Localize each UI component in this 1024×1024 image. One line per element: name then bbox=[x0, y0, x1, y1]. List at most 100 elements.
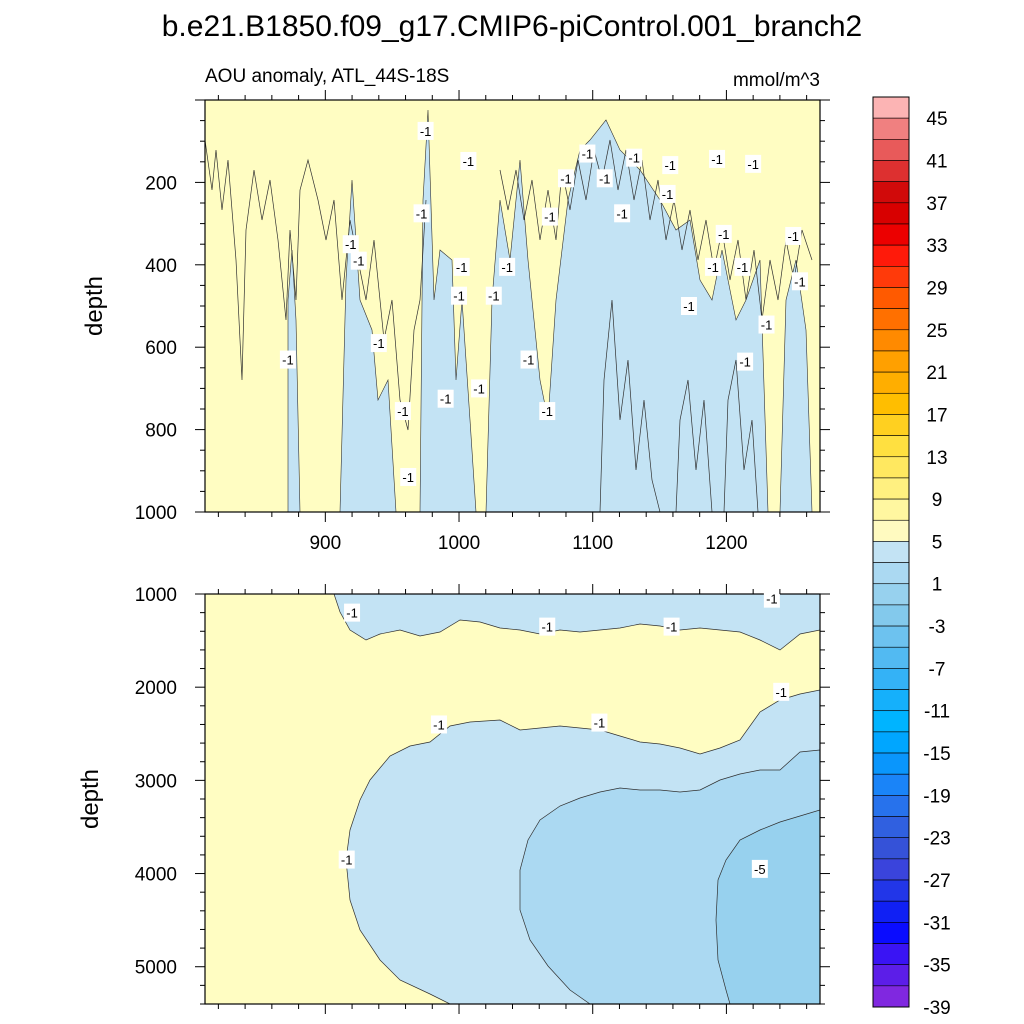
colorbar-swatch bbox=[872, 710, 910, 733]
colorbar-swatch bbox=[872, 117, 910, 140]
contour-label-box bbox=[539, 617, 556, 636]
contour-label-text: -1 bbox=[707, 260, 719, 275]
colorbar-swatch bbox=[872, 371, 910, 394]
contour-label: -1 bbox=[350, 251, 367, 270]
colorbar-swatch bbox=[872, 795, 910, 817]
colorbar-label: -11 bbox=[924, 702, 950, 723]
colorbar-swatch bbox=[872, 392, 910, 415]
chart-title: b.e21.B1850.f09_g17.CMIP6-piControl.001_… bbox=[162, 10, 863, 43]
contour-label-text: -1 bbox=[628, 151, 640, 166]
contour-label-text: -1 bbox=[416, 206, 428, 221]
colorbar: 45 41 37 33 29 25 21 17 13 9 5 1 -3 -7 -11 -15 -19 -23 -27… bbox=[872, 96, 951, 1019]
colorbar-label: -35 bbox=[923, 956, 950, 977]
contour-label: -1 bbox=[773, 682, 790, 701]
colorbar-swatch bbox=[872, 477, 910, 500]
colorbar-label: 37 bbox=[926, 194, 947, 215]
contour-label-box bbox=[485, 286, 502, 305]
contour-label-text: -1 bbox=[453, 289, 465, 304]
contour-label: -1 bbox=[709, 149, 726, 168]
contour-label-box bbox=[453, 257, 470, 276]
colorbar-swatch bbox=[872, 625, 910, 648]
contour-label: -1 bbox=[430, 715, 447, 734]
contour-label-text: -1 bbox=[402, 470, 414, 485]
contour-label: -1 bbox=[417, 121, 434, 140]
contour-label-box bbox=[758, 315, 775, 334]
contour-label: -1 bbox=[370, 334, 387, 353]
contour-label-box bbox=[626, 148, 643, 167]
contour-label: -1 bbox=[471, 379, 488, 398]
x-tick-label: 1100 bbox=[572, 533, 613, 554]
contour-label-text: -1 bbox=[473, 381, 485, 396]
colorbar-swatch bbox=[872, 858, 910, 881]
contour-label-text: -1 bbox=[664, 158, 676, 173]
contour-label-box bbox=[663, 617, 680, 636]
contour-label-box bbox=[539, 402, 556, 421]
upper-negative-region bbox=[287, 109, 813, 512]
contour-label-text: -1 bbox=[711, 152, 723, 167]
contour-label-box bbox=[709, 149, 726, 168]
contour-label: -1 bbox=[539, 617, 556, 636]
y-tick-label: 4000 bbox=[135, 865, 177, 886]
colorbar-label: 9 bbox=[932, 490, 943, 511]
colorbar-swatch bbox=[872, 96, 910, 119]
contour-label-box bbox=[737, 352, 754, 371]
upper-plot-panel: -1-1 -1 -1 -1 -1 -1-1 -1-1-1-1-1-1 -1-1-1 -1 -1 -1… bbox=[81, 90, 830, 554]
colorbar-swatch bbox=[872, 668, 910, 690]
upper-y-axis-title: depth bbox=[81, 276, 108, 336]
contour-label-text: -1 bbox=[523, 353, 535, 368]
x-tick-label: 1200 bbox=[705, 533, 747, 554]
contour-label-text: -1 bbox=[582, 147, 594, 162]
colorbar-swatch bbox=[872, 456, 910, 479]
colorbar-label: 33 bbox=[926, 236, 947, 257]
contour-label: -1 bbox=[557, 169, 574, 188]
contour-label-box bbox=[451, 286, 468, 305]
contour-label: -1 bbox=[596, 169, 613, 188]
colorbar-label: 17 bbox=[926, 405, 947, 426]
contour-label-box bbox=[614, 204, 631, 223]
contour-label-box bbox=[413, 204, 430, 223]
colorbar-swatch bbox=[872, 583, 910, 606]
contour-label-box bbox=[659, 184, 676, 203]
contour-label: -1 bbox=[413, 204, 430, 223]
contour-label-text: -1 bbox=[488, 289, 500, 304]
y-tick-label: 2000 bbox=[135, 678, 177, 699]
contour-label-box bbox=[499, 257, 516, 276]
contour-label: -1 bbox=[785, 226, 802, 245]
colorbar-swatch bbox=[872, 922, 910, 944]
colorbar-swatch bbox=[872, 287, 910, 309]
colorbar-label: -15 bbox=[923, 744, 950, 765]
contour-label: -1 bbox=[745, 154, 762, 173]
colorbar-swatch bbox=[872, 985, 910, 1008]
contour-label-text: -1 bbox=[739, 355, 751, 370]
contour-label-box bbox=[460, 151, 477, 170]
contour-label: -1 bbox=[626, 148, 643, 167]
contour-label: -1 bbox=[705, 257, 722, 276]
contour-label: -1 bbox=[394, 402, 411, 421]
colorbar-label: 41 bbox=[926, 151, 947, 172]
colorbar-swatch bbox=[872, 689, 910, 712]
contour-label-box bbox=[705, 257, 722, 276]
contour-label: -1 bbox=[539, 402, 556, 421]
lower-negative-region-minimum bbox=[715, 809, 820, 1004]
contour-label-box bbox=[342, 235, 359, 254]
contour-label-box bbox=[471, 379, 488, 398]
colorbar-label: 21 bbox=[926, 363, 947, 384]
contour-label-text: -1 bbox=[761, 318, 773, 333]
colorbar-label: 13 bbox=[926, 448, 947, 469]
contour-label-text: -1 bbox=[560, 171, 572, 186]
contour-label-text: -5 bbox=[754, 862, 766, 877]
colorbar-label: 5 bbox=[932, 532, 943, 553]
colorbar-swatch bbox=[872, 562, 910, 585]
contour-label-text: -1 bbox=[341, 853, 353, 868]
contour-label-text: -1 bbox=[787, 229, 799, 244]
contour-label: -1 bbox=[520, 350, 537, 369]
colorbar-label: -31 bbox=[923, 913, 950, 934]
contour-label-text: -1 bbox=[345, 237, 357, 252]
upper-axes: 900 1000 1100 1200 200 400 600 800 1000 bbox=[135, 90, 830, 554]
colorbar-swatch bbox=[872, 541, 910, 563]
contour-label: -1 bbox=[758, 315, 775, 334]
contour-label: -1 bbox=[715, 224, 732, 243]
colorbar-swatch bbox=[872, 604, 910, 627]
contour-label: -1 bbox=[614, 204, 631, 223]
